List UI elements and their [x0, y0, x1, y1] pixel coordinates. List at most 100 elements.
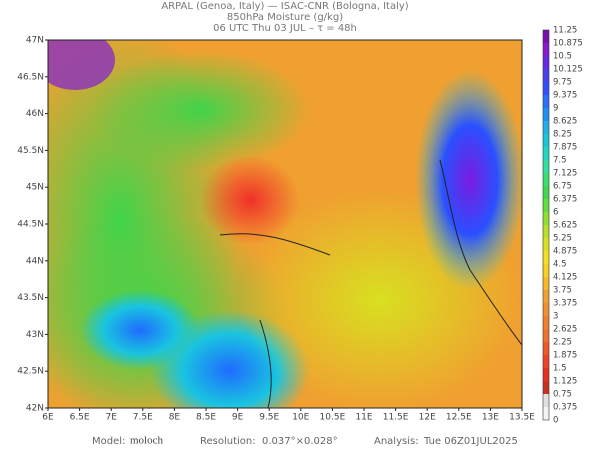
- lat-label: 46N: [26, 109, 44, 119]
- colorbar-label: 6.375: [553, 195, 577, 205]
- lon-label: 8.5E: [196, 413, 216, 423]
- colorbar-segment: [543, 43, 549, 56]
- header-line: 06 UTC Thu 03 JUL – τ = 48h: [213, 23, 357, 34]
- colorbar-label: 2.625: [553, 325, 577, 335]
- lon-label: 10.5E: [320, 413, 346, 423]
- lon-label: 11E: [355, 413, 372, 423]
- colorbar-label: 1.875: [553, 351, 577, 361]
- colorbar-segment: [543, 186, 549, 199]
- lon-label: 13.5E: [509, 413, 535, 423]
- colorbar-segment: [543, 251, 549, 264]
- colorbar-label: 3.375: [553, 299, 577, 309]
- colorbar-label: 10.5: [553, 52, 572, 62]
- colorbar-label: 5.625: [553, 221, 577, 231]
- colorbar-segment: [543, 394, 549, 407]
- footer-label: Model:: [92, 436, 125, 447]
- footer-label: Resolution:: [200, 436, 256, 447]
- lat-label: 44.5N: [17, 220, 44, 230]
- colorbar-segment: [543, 342, 549, 355]
- lon-label: 9.5E: [259, 413, 279, 423]
- footer-value: 0.037°×0.028°: [262, 436, 338, 447]
- footer-label: Analysis:: [374, 436, 419, 447]
- lat-label: 45N: [26, 183, 44, 193]
- colorbar-segment: [543, 316, 549, 329]
- footer: Model: moloch Resolution: 0.037°×0.028° …: [92, 435, 518, 447]
- footer-value: moloch: [130, 435, 163, 447]
- colorbar-segment: [543, 381, 549, 394]
- colorbar-label: 2.25: [553, 338, 572, 348]
- colorbar-segment: [543, 108, 549, 121]
- colorbar-label: 1.5: [553, 364, 567, 374]
- colorbar-label: 4.125: [553, 273, 577, 283]
- colorbar-segment: [543, 121, 549, 134]
- lat-label: 43N: [26, 330, 44, 340]
- colorbar-label: 9.375: [553, 91, 577, 101]
- colorbar-segment: [543, 199, 549, 212]
- footer-value: Tue 06Z01JUL2025: [423, 436, 518, 447]
- colorbar-frame: [542, 29, 550, 421]
- colorbar-label: 8.625: [553, 117, 577, 127]
- colorbar-segment: [543, 264, 549, 277]
- lon-label: 11.5E: [383, 413, 409, 423]
- colorbar-label: 9.75: [553, 78, 572, 88]
- colorbar-segment: [543, 30, 549, 43]
- lon-label: 9E: [232, 413, 244, 423]
- colorbar-segment: [543, 173, 549, 186]
- colorbar-label: 0.75: [553, 390, 572, 400]
- colorbar-label: 4.875: [553, 247, 577, 257]
- colorbar-segment: [543, 147, 549, 160]
- lon-label: 10E: [292, 413, 309, 423]
- lon-label: 6.5E: [70, 413, 90, 423]
- colorbar-label: 3.75: [553, 286, 572, 296]
- lat-label: 46.5N: [17, 72, 44, 82]
- colorbar-label: 0: [553, 416, 558, 426]
- colorbar-segment: [543, 134, 549, 147]
- lon-label: 6E: [42, 413, 54, 423]
- colorbar-segment: [543, 355, 549, 368]
- colorbar-label: 7.875: [553, 143, 577, 153]
- colorbar-segment: [543, 277, 549, 290]
- colorbar-segment: [543, 238, 549, 251]
- colorbar-label: 10.125: [553, 65, 583, 75]
- colorbar-segment: [543, 368, 549, 381]
- colorbar-label: 8.25: [553, 130, 572, 140]
- colorbar-label: 3: [553, 312, 558, 322]
- colorbar-label: 7.5: [553, 156, 567, 166]
- colorbar-segment: [543, 290, 549, 303]
- lon-label: 7E: [105, 413, 117, 423]
- colorbar-segment: [543, 303, 549, 316]
- header-line: 850hPa Moisture (g/kg): [227, 12, 343, 23]
- lat-label: 44N: [26, 256, 44, 266]
- colorbar-segment: [543, 82, 549, 95]
- colorbar-segment: [543, 329, 549, 342]
- lon-label: 12.5E: [446, 413, 472, 423]
- colorbar-segment: [543, 160, 549, 173]
- lat-label: 45.5N: [17, 146, 44, 156]
- colorbar-label: 10.875: [553, 39, 583, 49]
- colorbar-segment: [543, 69, 549, 82]
- lon-label: 7.5E: [133, 413, 153, 423]
- colorbar-label: 5.25: [553, 234, 572, 244]
- colorbar-segment: [543, 95, 549, 108]
- colorbar-segment: [543, 225, 549, 238]
- lat-label: 47N: [26, 36, 44, 46]
- colorbar-label: 0.375: [553, 403, 577, 413]
- colorbar-label: 6: [553, 208, 558, 218]
- colorbar-label: 4.5: [553, 260, 567, 270]
- header-line: ARPAL (Genoa, Italy) — ISAC-CNR (Bologna…: [161, 1, 408, 12]
- colorbar-label: 1.125: [553, 377, 577, 387]
- colorbar-segment: [543, 56, 549, 69]
- colorbar-label: 9: [553, 104, 558, 114]
- colorbar-label: 11.25: [553, 26, 577, 36]
- colorbar-segment: [543, 407, 549, 420]
- lat-label: 43.5N: [17, 293, 44, 303]
- lat-label: 42N: [26, 404, 44, 414]
- lon-label: 12E: [419, 413, 436, 423]
- lon-label: 8E: [169, 413, 181, 423]
- lon-label: 13E: [482, 413, 499, 423]
- colorbar-segment: [543, 212, 549, 225]
- colorbar-label: 6.75: [553, 182, 572, 192]
- moisture-field: [48, 40, 522, 408]
